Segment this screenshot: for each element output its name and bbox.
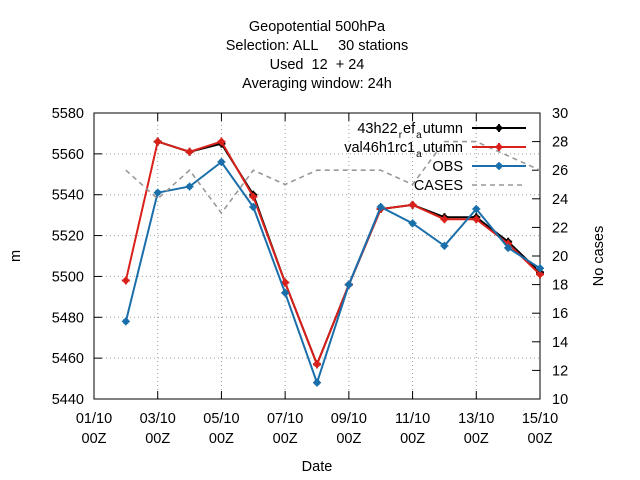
legend-label: CASES [414, 178, 463, 194]
legend-item: val46h1rc1autumn [344, 140, 526, 160]
data-point [122, 277, 129, 284]
y2-tick-label: 26 [552, 163, 568, 179]
legend-text: utumn [423, 140, 463, 156]
x-tick-label: 09/10 [331, 411, 367, 427]
y-axis-label: m [8, 250, 24, 262]
y2-tick-label: 18 [552, 278, 568, 294]
chart-title-line: Geopotential 500hPa [249, 19, 386, 35]
legend-text: utumn [423, 121, 463, 137]
y-tick-label: 5500 [52, 269, 84, 285]
x-tick-label: 15/10 [522, 411, 558, 427]
legend-subscript: a [416, 149, 422, 160]
x-tick-label-hour: 00Z [528, 431, 553, 447]
y2-tick-label: 20 [552, 249, 568, 265]
series-line [157, 140, 541, 368]
legend-label: OBS [432, 159, 463, 175]
data-point [154, 138, 161, 145]
x-tick-label-hour: 00Z [145, 431, 170, 447]
data-point [186, 148, 193, 155]
legend-item: 43h22refautumn [357, 121, 526, 141]
y2-tick-label: 30 [552, 106, 568, 122]
y2-tick-label: 16 [552, 306, 568, 322]
axis-ticks: 5440 5460 5480 5500 5520 5540 5560 5580 10 12 14 16… [52, 106, 568, 447]
legend-subscript: r [399, 130, 403, 141]
legend-text: 43h22 [357, 121, 397, 137]
y2-tick-label: 14 [552, 335, 568, 351]
data-point [282, 279, 289, 286]
x-tick-label-hour: 00Z [209, 431, 234, 447]
x-tick-label-hour: 00Z [336, 431, 361, 447]
x-tick-label: 11/10 [395, 411, 430, 427]
y-tick-label: 5440 [52, 392, 84, 408]
data-point [496, 144, 502, 150]
legend-text: CASES [414, 178, 463, 194]
x-tick-label: 01/10 [76, 411, 112, 427]
series-lines [121, 137, 544, 387]
chart-title: Geopotential 500hPa Selection: ALL 30 sta… [226, 19, 408, 92]
y2-axis-label: No cases [591, 226, 607, 286]
chart-title-line: Selection: ALL 30 stations [226, 38, 408, 54]
y-tick-label: 5480 [52, 310, 84, 326]
chart-title-line: Averaging window: 24h [242, 76, 392, 92]
x-tick-label-hour: 00Z [400, 431, 425, 447]
y2-tick-label: 22 [552, 220, 568, 236]
data-point [473, 216, 480, 223]
legend-text: val46h1rc1 [344, 140, 415, 156]
legend-item: OBS [432, 159, 526, 175]
series-line [124, 140, 541, 368]
chart-title-line: Used 12 + 24 [270, 57, 365, 73]
data-point [496, 125, 502, 131]
legend-label: 43h22refautumn [357, 121, 463, 141]
legend-subscript: a [416, 130, 422, 141]
x-tick-label: 03/10 [140, 411, 176, 427]
data-point [218, 138, 225, 145]
x-tick-label: 05/10 [203, 411, 239, 427]
data-point [441, 216, 448, 223]
y-tick-label: 5460 [52, 351, 84, 367]
series-obs [121, 158, 544, 387]
y-tick-label: 5540 [52, 188, 84, 204]
series-cases [125, 140, 541, 215]
y2-tick-label: 10 [552, 392, 568, 408]
data-point [314, 361, 320, 368]
y-tick-label: 5520 [52, 229, 84, 245]
data-point [409, 201, 416, 208]
y2-tick-label: 28 [552, 135, 568, 151]
y2-tick-label: 24 [552, 192, 568, 208]
plot-frame [93, 112, 541, 400]
legend-label: val46h1rc1autumn [344, 140, 463, 160]
x-tick-label: 07/10 [267, 411, 303, 427]
legend-text: OBS [432, 159, 463, 175]
series-line [124, 160, 541, 386]
legend-text: ef [403, 121, 416, 137]
x-tick-label-hour: 00Z [464, 431, 489, 447]
legend-item: CASES [414, 178, 526, 194]
y2-tick-label: 12 [552, 363, 568, 379]
y-tick-label: 5580 [52, 106, 84, 122]
x-tick-label-hour: 00Z [82, 431, 107, 447]
grid [94, 113, 540, 399]
x-axis-label: Date [302, 459, 333, 475]
data-point [250, 193, 257, 200]
y-tick-label: 5560 [52, 147, 84, 163]
x-tick-label-hour: 00Z [273, 431, 298, 447]
data-point [537, 271, 543, 278]
series-line [125, 140, 541, 215]
x-tick-label: 13/10 [458, 411, 494, 427]
